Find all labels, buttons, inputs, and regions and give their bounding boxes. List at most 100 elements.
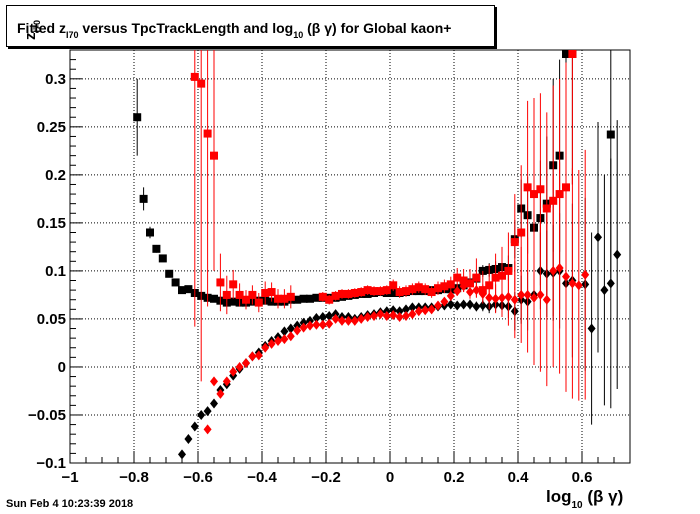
- data-point-square: [312, 293, 321, 302]
- data-point-square: [235, 290, 244, 299]
- data-point-diamond: [274, 336, 282, 347]
- plot-frame: [69, 49, 631, 464]
- data-point-square: [229, 280, 238, 289]
- y-tick-label: 0.3: [45, 71, 66, 88]
- data-point-diamond: [459, 281, 468, 292]
- data-point-square: [338, 289, 346, 298]
- data-point-diamond: [555, 263, 564, 274]
- data-point-square: [146, 228, 154, 237]
- data-point-diamond: [178, 449, 186, 460]
- data-point-square: [389, 288, 398, 297]
- data-point-diamond: [382, 311, 391, 322]
- data-point-square: [222, 290, 231, 299]
- data-point-diamond: [395, 312, 404, 323]
- data-point-diamond: [504, 291, 513, 302]
- data-point-diamond: [402, 304, 410, 315]
- data-point-square: [498, 271, 506, 280]
- x-tick-label: −0.8: [119, 469, 149, 486]
- data-point-diamond: [312, 319, 321, 330]
- data-point-diamond: [562, 271, 570, 282]
- data-point-diamond: [600, 285, 609, 296]
- data-point-square: [472, 273, 481, 282]
- data-point-square: [453, 273, 462, 282]
- data-point-diamond: [344, 315, 353, 326]
- x-tick-label: 0: [386, 469, 394, 486]
- x-tick-label: −0.4: [247, 469, 277, 486]
- data-point-square: [542, 204, 551, 213]
- data-point-diamond: [306, 320, 314, 331]
- data-point-square: [376, 287, 385, 296]
- data-point-diamond: [222, 376, 231, 387]
- data-point-diamond: [606, 278, 615, 289]
- data-point-square: [331, 291, 340, 300]
- data-point-diamond: [248, 351, 257, 362]
- data-point-square: [485, 281, 494, 290]
- data-point-diamond: [587, 323, 596, 334]
- title-part1-sub: I70: [66, 30, 79, 40]
- data-point-diamond: [427, 304, 436, 315]
- data-point-diamond: [242, 358, 250, 369]
- data-point-diamond: [542, 294, 551, 305]
- data-point-square: [248, 290, 257, 299]
- data-point-diamond: [414, 306, 423, 317]
- data-point-square: [184, 285, 193, 294]
- data-point-diamond: [478, 300, 487, 311]
- data-point-diamond: [574, 280, 583, 291]
- data-point-diamond: [203, 406, 212, 417]
- data-point-diamond: [459, 299, 468, 310]
- data-point-diamond: [280, 334, 289, 345]
- data-point-diamond: [197, 409, 206, 420]
- x-tick-label: −0.6: [183, 469, 213, 486]
- data-point-square: [197, 79, 206, 88]
- data-point-diamond: [261, 342, 270, 353]
- y-tick-label: 0.1: [45, 263, 66, 280]
- data-point-diamond: [613, 249, 622, 260]
- title-part2: versus TpcTrackLength and log: [78, 20, 294, 36]
- data-point-square: [293, 295, 302, 304]
- data-point-square: [344, 289, 353, 298]
- data-point-diamond: [466, 287, 474, 298]
- data-point-diamond: [446, 290, 455, 301]
- data-point-diamond: [530, 292, 538, 303]
- data-point-diamond: [229, 366, 238, 377]
- data-point-square: [389, 281, 398, 290]
- data-point-diamond: [510, 294, 519, 305]
- data-point-diamond: [453, 300, 462, 311]
- data-point-square: [210, 294, 218, 303]
- data-point-square: [357, 288, 366, 297]
- data-point-square: [606, 130, 615, 139]
- data-point-diamond: [210, 398, 218, 409]
- data-point-square: [434, 284, 442, 293]
- data-point-square: [408, 285, 417, 294]
- data-point-diamond: [299, 322, 308, 333]
- data-point-diamond: [408, 309, 417, 320]
- timestamp: Sun Feb 4 10:23:39 2018: [6, 498, 134, 510]
- y-tick-label: 0.2: [45, 167, 66, 184]
- data-point-square: [178, 286, 186, 295]
- y-axis-label: zI70: [22, 19, 42, 40]
- data-point-diamond: [536, 289, 545, 300]
- data-point-diamond: [434, 300, 442, 311]
- y-axis-label-sub: I70: [32, 19, 42, 33]
- x-tick-label: −0.2: [311, 469, 341, 486]
- data-point-diamond: [325, 318, 334, 329]
- data-point-diamond: [370, 311, 378, 322]
- data-point-diamond: [453, 286, 462, 297]
- data-point-square: [414, 283, 423, 292]
- data-point-diamond: [517, 289, 526, 300]
- data-point-diamond: [203, 424, 212, 435]
- data-point-square: [203, 129, 212, 138]
- x-axis-label-main: log: [546, 487, 572, 506]
- data-point-diamond: [594, 232, 602, 243]
- data-point-square: [568, 50, 577, 58]
- x-tick-label: 0.2: [444, 469, 465, 486]
- data-point-square: [523, 183, 532, 192]
- data-point-square: [280, 294, 289, 303]
- data-point-square: [395, 288, 404, 297]
- data-point-square: [370, 287, 378, 296]
- data-point-diamond: [581, 269, 590, 280]
- x-axis-label-tail: (β γ): [582, 487, 624, 506]
- data-point-diamond: [325, 311, 334, 322]
- data-point-diamond: [350, 315, 359, 326]
